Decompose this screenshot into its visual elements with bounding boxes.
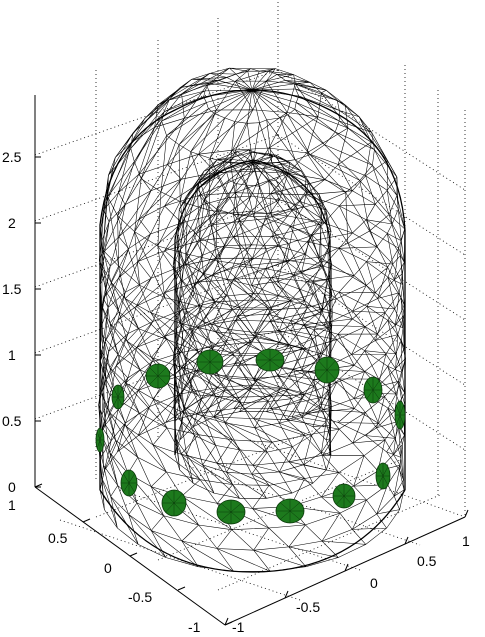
mesh-edges bbox=[223, 149, 285, 187]
z-tick-label: 0 bbox=[8, 479, 16, 495]
mesh-edges bbox=[99, 171, 405, 357]
electrode-patch bbox=[95, 427, 105, 453]
mesh-edges bbox=[203, 71, 299, 124]
z-tick-label: 1 bbox=[8, 347, 16, 363]
y-tick-label: -0.5 bbox=[128, 589, 152, 605]
electrode-patch bbox=[363, 376, 383, 404]
electrode-patch bbox=[216, 499, 246, 525]
y-tick-label: -1 bbox=[188, 619, 201, 635]
outer-silhouette bbox=[99, 89, 406, 490]
z-axis-tick-labels: 0 0.5 1 1.5 2 2.5 bbox=[2, 149, 22, 495]
electrode-patch bbox=[161, 489, 187, 517]
electrode-patch bbox=[314, 356, 340, 384]
electrode-patch bbox=[120, 469, 138, 497]
z-tick-label: 1.5 bbox=[2, 281, 22, 297]
mesh-ring bbox=[107, 109, 398, 266]
y-tick-label: 0.5 bbox=[48, 530, 68, 546]
mesh-edges bbox=[175, 244, 333, 354]
mesh-ring bbox=[99, 257, 405, 420]
electrode-patch bbox=[145, 363, 171, 389]
axes bbox=[34, 95, 469, 626]
inner-silhouette bbox=[174, 159, 331, 455]
mesh-ring bbox=[100, 341, 405, 509]
x-tick-label: 1 bbox=[462, 533, 470, 549]
electrode-patch bbox=[275, 498, 305, 524]
y-axis-tick-labels: 1 0.5 0 -0.5 -1 bbox=[8, 497, 201, 635]
electrode-patch bbox=[255, 348, 285, 372]
mesh-edges bbox=[98, 341, 405, 530]
mesh-edges bbox=[98, 320, 406, 509]
outer-base-rim bbox=[99, 489, 406, 573]
mesh-ring bbox=[99, 408, 405, 572]
z-tick-label: 0.5 bbox=[2, 413, 22, 429]
electrode-patch bbox=[394, 400, 406, 430]
inner-mesh bbox=[172, 149, 333, 499]
electrode-patch bbox=[111, 384, 125, 410]
mesh-edges bbox=[99, 384, 405, 572]
electrode-patch bbox=[375, 462, 391, 490]
x-tick-label: -1 bbox=[232, 619, 245, 635]
mesh-edges bbox=[100, 211, 405, 398]
mesh-edges bbox=[197, 149, 306, 217]
x-axis-tick-labels: -1 -0.5 0 0.5 1 bbox=[232, 533, 470, 635]
mesh-edges bbox=[173, 293, 332, 404]
x-tick-label: 0 bbox=[370, 575, 378, 591]
outer-mesh bbox=[98, 67, 406, 573]
electrode-patch bbox=[196, 349, 224, 375]
mesh-edges bbox=[161, 67, 340, 165]
electrodes bbox=[95, 348, 406, 525]
x-tick-label: -0.5 bbox=[296, 599, 320, 615]
x-tick-label: 0.5 bbox=[417, 553, 437, 569]
mesh-ring bbox=[174, 388, 331, 475]
y-tick-label: 0 bbox=[104, 560, 112, 576]
z-tick-label: 2 bbox=[8, 215, 16, 231]
mesh-ring bbox=[100, 384, 404, 551]
z-tick-label: 2.5 bbox=[2, 149, 22, 165]
electrode-patch bbox=[332, 483, 356, 509]
y-tick-label: 1 bbox=[8, 497, 16, 513]
